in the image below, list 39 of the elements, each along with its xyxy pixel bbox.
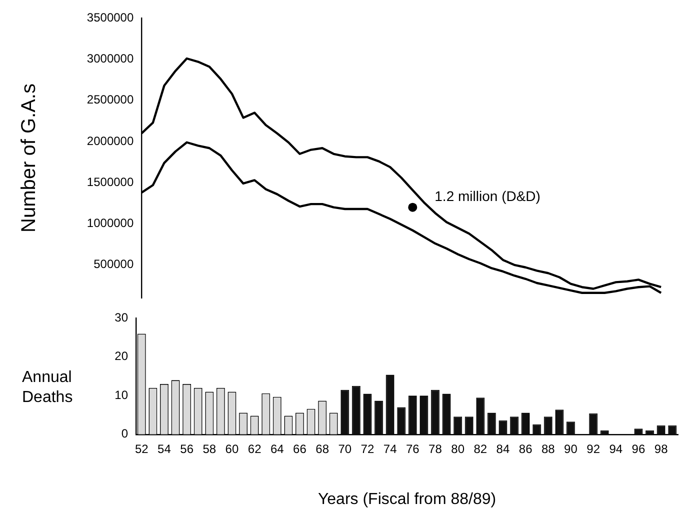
- y-tick-label: 1000000: [86, 216, 134, 230]
- x-tick-label: 58: [202, 442, 216, 456]
- x-tick-label: 88: [541, 442, 556, 456]
- x-tick-label: 94: [609, 442, 623, 456]
- y-tick-label: 3000000: [86, 52, 134, 66]
- y-tick-label: 2500000: [86, 92, 134, 107]
- x-tick-label: 96: [632, 442, 646, 456]
- y-tick-label: 500000: [94, 257, 134, 272]
- y-axis-title: Annual Deaths: [22, 368, 74, 408]
- x-tick-label: 66: [293, 442, 307, 456]
- x-tick-label: 98: [654, 442, 668, 456]
- y-tick-label: 1500000: [86, 174, 134, 189]
- x-tick-label: 54: [158, 442, 172, 456]
- y-tick-label: 10: [114, 388, 128, 402]
- x-tick-label: 92: [586, 442, 600, 456]
- x-tick-label: 52: [134, 442, 149, 456]
- x-tick-label: 84: [496, 442, 510, 456]
- y-tick-label: 2000000: [86, 134, 134, 148]
- x-tick-label: 86: [518, 442, 533, 456]
- x-tick-label: 72: [360, 442, 374, 456]
- x-tick-label: 82: [474, 442, 488, 456]
- x-tick-label: 78: [428, 442, 442, 456]
- x-tick-label: 74: [383, 442, 398, 456]
- y-tick-label: 20: [114, 349, 128, 364]
- y-tick-label: 30: [114, 310, 128, 325]
- y-tick-label: 3500000: [86, 10, 134, 25]
- x-axis-title: Years (Fiscal from 88/89): [318, 490, 496, 508]
- x-tick-label: 56: [180, 442, 194, 456]
- x-tick-label: 80: [451, 442, 465, 456]
- x-tick-label: 64: [270, 442, 284, 456]
- x-tick-label: 70: [338, 442, 352, 456]
- x-tick-label: 60: [225, 442, 239, 456]
- y-tick-label: 0: [121, 426, 128, 441]
- y-axis-title: Number of G.A.s: [18, 84, 40, 232]
- annotation: 1.2 million (D&D): [434, 188, 540, 204]
- x-tick-label: 68: [316, 442, 330, 456]
- x-tick-label: 90: [564, 442, 578, 456]
- x-tick-label: 62: [248, 442, 262, 456]
- x-tick-label: 76: [406, 442, 420, 456]
